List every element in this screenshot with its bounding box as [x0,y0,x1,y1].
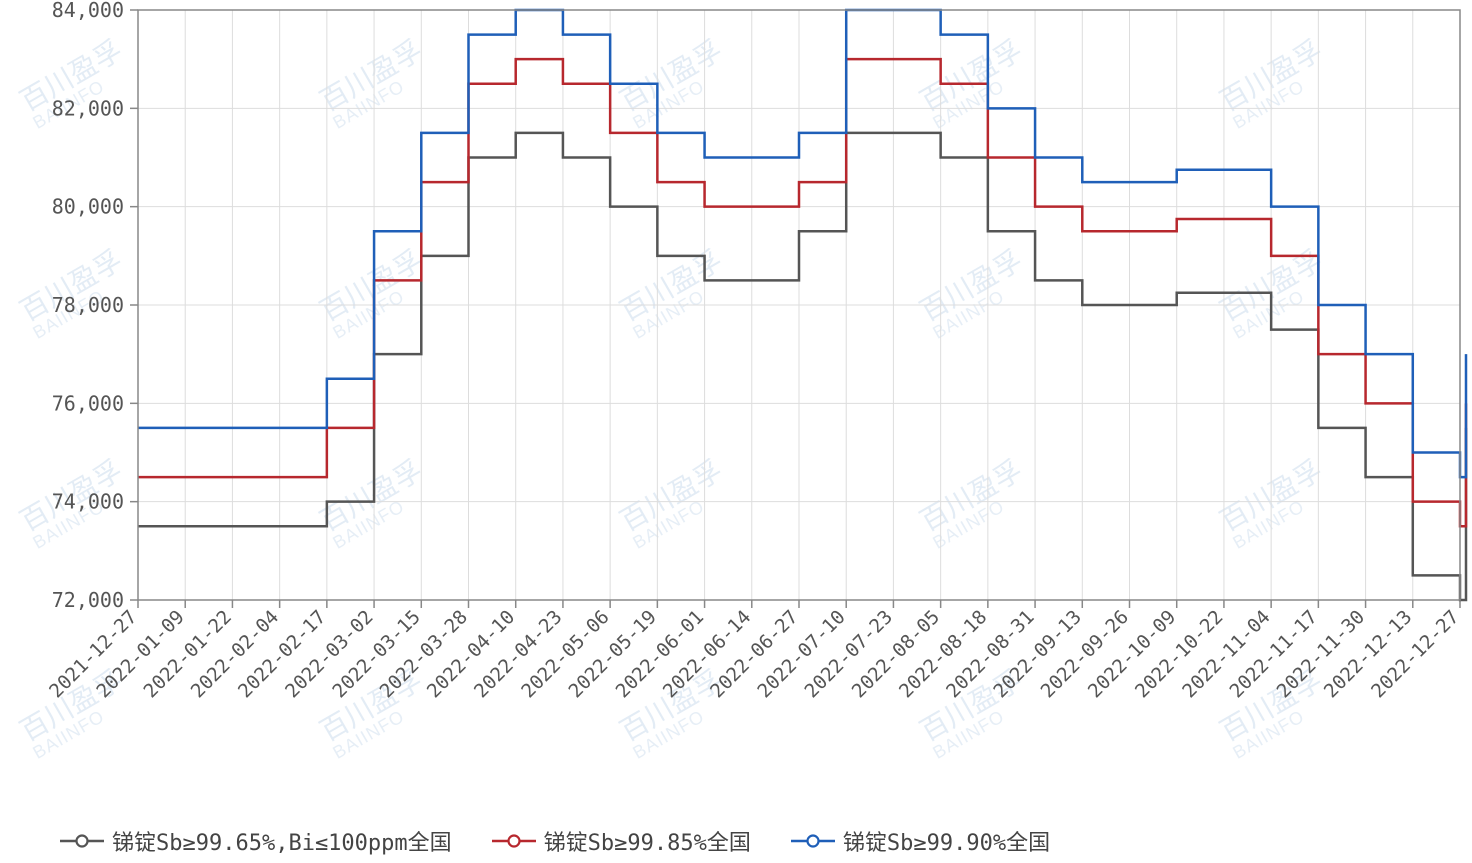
legend: 锑锭Sb≥99.65%,Bi≤100ppm全国 锑锭Sb≥99.85%全国 锑锭… [60,825,1452,857]
svg-text:84,000: 84,000 [52,0,124,22]
svg-text:76,000: 76,000 [52,391,124,415]
legend-label: 锑锭Sb≥99.90%全国 [843,825,1050,857]
grid [138,10,1460,600]
legend-marker-icon [492,834,536,848]
x-axis: 2021-12-272022-01-092022-01-222022-02-04… [45,600,1463,702]
legend-label: 锑锭Sb≥99.65%,Bi≤100ppm全国 [112,825,452,857]
legend-item: 锑锭Sb≥99.90%全国 [791,825,1050,857]
legend-item: 锑锭Sb≥99.65%,Bi≤100ppm全国 [60,825,452,857]
price-chart: 72,000 74,000 76,000 78,000 80,000 82,000 84,0… [0,0,1472,810]
y-axis: 72,000 74,000 76,000 78,000 80,000 82,000 84,0… [52,0,138,612]
legend-marker-icon [791,834,835,848]
svg-text:78,000: 78,000 [52,293,124,317]
svg-text:80,000: 80,000 [52,195,124,219]
svg-text:74,000: 74,000 [52,490,124,514]
legend-marker-icon [60,834,104,848]
legend-item: 锑锭Sb≥99.85%全国 [492,825,751,857]
svg-text:72,000: 72,000 [52,588,124,612]
legend-label: 锑锭Sb≥99.85%全国 [544,825,751,857]
svg-text:82,000: 82,000 [52,96,124,120]
